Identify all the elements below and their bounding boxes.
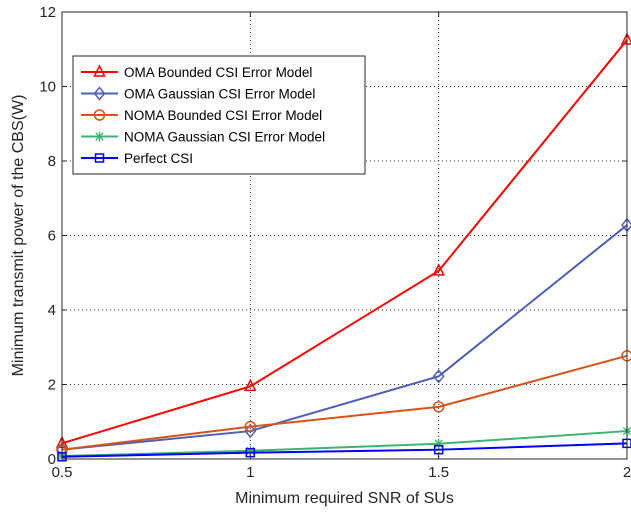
y-tick-label: 8 [48, 153, 56, 170]
y-tick-label: 12 [39, 4, 56, 21]
series-line [61, 39, 628, 445]
legend-item: Perfect CSI [81, 151, 193, 166]
y-tick-label: 6 [48, 228, 56, 245]
legend-item: OMA Bounded CSI Error Model [81, 64, 312, 80]
legend-item: NOMA Gaussian CSI Error Model [81, 130, 325, 145]
legend-label: OMA Bounded CSI Error Model [124, 65, 312, 80]
legend-item: OMA Gaussian CSI Error Model [81, 86, 315, 102]
x-tick-label: 2 [623, 464, 631, 481]
grid [62, 12, 627, 459]
circle-marker [93, 109, 106, 121]
legend-label: OMA Gaussian CSI Error Model [124, 87, 315, 102]
legend: OMA Bounded CSI Error Model OMA Gaussian … [72, 55, 366, 175]
triangle-marker [93, 64, 106, 77]
square-marker [94, 153, 105, 163]
legend-label: NOMA Gaussian CSI Error Model [124, 130, 325, 145]
series-layer [55, 32, 631, 462]
diamond-marker [244, 423, 257, 439]
y-tick-label: 0 [48, 451, 56, 468]
triangle-marker [244, 378, 257, 392]
legend-label: Perfect CSI [124, 151, 193, 166]
circle-marker [432, 401, 445, 413]
diamond-marker [93, 86, 106, 101]
diamond-marker [432, 369, 445, 384]
square-marker [433, 444, 444, 455]
legend-box [72, 55, 366, 175]
legend-label: NOMA Bounded CSI Error Model [124, 108, 322, 123]
asterisk-marker [245, 445, 256, 456]
asterisk-marker [94, 131, 105, 142]
legend-item: NOMA Bounded CSI Error Model [81, 108, 322, 123]
x-tick-label: 1 [246, 464, 254, 481]
circle-marker [244, 420, 257, 433]
x-tick-label: 0.5 [52, 464, 73, 481]
y-tick-label: 2 [48, 377, 56, 394]
x-axis-title: Minimum required SNR of SUs [235, 490, 454, 507]
y-tick-label: 4 [48, 302, 56, 319]
series-line [61, 442, 628, 458]
x-tick-label: 1.5 [428, 464, 449, 481]
series-line [61, 224, 628, 451]
triangle-marker [432, 263, 445, 276]
asterisk-marker [433, 438, 444, 449]
y-tick-label: 10 [39, 79, 56, 96]
series-line [61, 430, 628, 458]
series-line [61, 354, 628, 451]
y-axis-title: Minimum transmit power of the CBS(W) [10, 95, 27, 377]
axis-ticks: 0.5 1 1.5 2 0 2 4 6 8 10 12 [39, 4, 631, 481]
